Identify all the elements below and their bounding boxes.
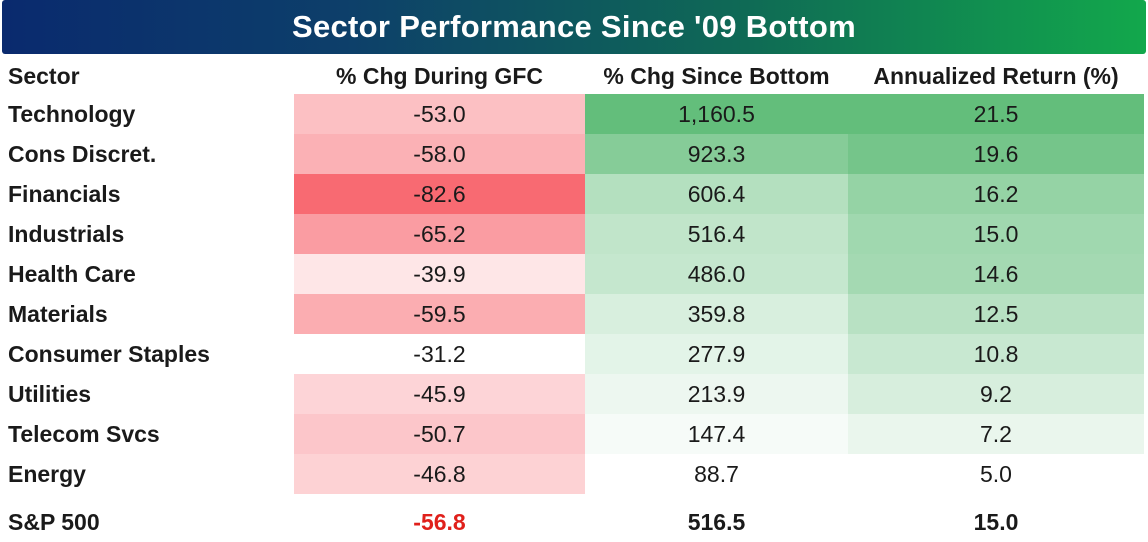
table-row: Energy -46.8 88.7 5.0 [0, 454, 1148, 494]
sector-name: Telecom Svcs [8, 421, 160, 447]
since-bottom-cell: 1,160.5 [585, 94, 848, 134]
table-row: Telecom Svcs -50.7 147.4 7.2 [0, 414, 1148, 454]
gfc-change-cell: -45.9 [294, 374, 585, 414]
since-bottom-cell: 923.3 [585, 134, 848, 174]
since-bottom-cell: 359.8 [585, 294, 848, 334]
since-bottom-cell: 147.4 [585, 414, 848, 454]
sector-name: Consumer Staples [8, 341, 210, 367]
annualized-return-cell: 5.0 [848, 454, 1144, 494]
table-row: Materials -59.5 359.8 12.5 [0, 294, 1148, 334]
gfc-change-cell: -31.2 [294, 334, 585, 374]
annualized-return-cell: 19.6 [848, 134, 1144, 174]
gfc-change-cell: -46.8 [294, 454, 585, 494]
annualized-return-cell: 12.5 [848, 294, 1144, 334]
total-since-bottom: 516.5 [687, 509, 746, 535]
since-bottom-cell: 516.4 [585, 214, 848, 254]
column-header-annualized: Annualized Return (%) [873, 63, 1119, 89]
total-annualized-return: 15.0 [973, 509, 1019, 535]
annualized-return-cell: 14.6 [848, 254, 1144, 294]
sector-name: Technology [8, 101, 136, 127]
since-bottom-cell: 88.7 [585, 454, 848, 494]
annualized-return-cell: 7.2 [848, 414, 1144, 454]
table-row: Cons Discret. -58.0 923.3 19.6 [0, 134, 1148, 174]
column-header-gfc: % Chg During GFC [336, 63, 543, 89]
annualized-return-cell: 16.2 [848, 174, 1144, 214]
since-bottom-cell: 277.9 [585, 334, 848, 374]
table-row: Industrials -65.2 516.4 15.0 [0, 214, 1148, 254]
sector-name: Health Care [8, 261, 136, 287]
sector-name: Cons Discret. [8, 141, 157, 167]
page-title: Sector Performance Since '09 Bottom [2, 0, 1146, 54]
total-row: S&P 500 -56.8 516.5 15.0 [0, 502, 1148, 542]
sector-name: Financials [8, 181, 121, 207]
since-bottom-cell: 213.9 [585, 374, 848, 414]
total-gfc-change: -56.8 [413, 509, 466, 535]
annualized-return-cell: 9.2 [848, 374, 1144, 414]
column-header-since-bottom: % Chg Since Bottom [603, 63, 830, 89]
gfc-change-cell: -39.9 [294, 254, 585, 294]
table-row: Health Care -39.9 486.0 14.6 [0, 254, 1148, 294]
total-sector-name: S&P 500 [8, 509, 100, 535]
sector-name: Energy [8, 461, 86, 487]
gfc-change-cell: -82.6 [294, 174, 585, 214]
sector-name: Materials [8, 301, 108, 327]
gfc-change-cell: -50.7 [294, 414, 585, 454]
gfc-change-cell: -59.5 [294, 294, 585, 334]
table-row: Financials -82.6 606.4 16.2 [0, 174, 1148, 214]
table-row: Consumer Staples -31.2 277.9 10.8 [0, 334, 1148, 374]
column-header-sector: Sector [8, 63, 80, 89]
sector-name: Utilities [8, 381, 92, 407]
table-row: Technology -53.0 1,160.5 21.5 [0, 94, 1148, 134]
since-bottom-cell: 606.4 [585, 174, 848, 214]
annualized-return-cell: 10.8 [848, 334, 1144, 374]
sector-name: Industrials [8, 221, 125, 247]
gfc-change-cell: -53.0 [294, 94, 585, 134]
annualized-return-cell: 15.0 [848, 214, 1144, 254]
annualized-return-cell: 21.5 [848, 94, 1144, 134]
gfc-change-cell: -65.2 [294, 214, 585, 254]
gfc-change-cell: -58.0 [294, 134, 585, 174]
table-row: Utilities -45.9 213.9 9.2 [0, 374, 1148, 414]
since-bottom-cell: 486.0 [585, 254, 848, 294]
